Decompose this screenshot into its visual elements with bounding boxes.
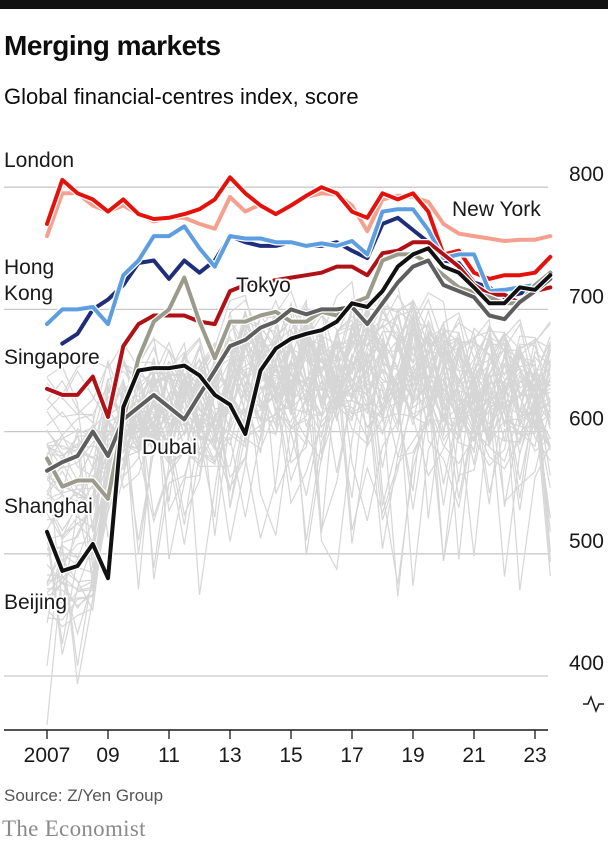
x-tick-label-15: 15 [279,744,302,767]
background-line [46,332,551,560]
series-line-london [45,175,553,281]
x-tick-label-23: 23 [523,744,546,767]
y-tick-labels: 400 500 600 700 800 [569,163,604,714]
series-label-dubai: Dubai [142,436,197,459]
background-line [46,317,551,519]
y-tick-label-600: 600 [569,408,604,431]
series-label-london: London [4,149,74,172]
chart-subtitle: Global financial-centres index, score [4,84,359,109]
y-tick-label-800: 800 [569,163,604,186]
x-tick-label-09: 09 [96,744,119,767]
top-bar [0,0,608,9]
series-line-singapore [45,207,553,327]
x-tick-label-11: 11 [158,744,180,767]
axis-break-icon [583,694,604,714]
x-axis: 2007 09 11 13 15 17 19 21 23 [4,729,548,767]
line-chart: 400 500 600 700 800 New York London Hong Kong Si… [2,147,604,767]
background-line [46,298,551,554]
background-line [46,298,551,538]
x-tick-label-17: 17 [340,744,363,767]
x-tick-label-13: 13 [218,744,241,767]
series-label-shanghai: Shanghai [4,495,93,518]
x-tick-label-21: 21 [462,744,485,767]
x-tick-label-19: 19 [401,744,424,767]
background-line [46,320,551,613]
series-line-beijing [45,246,553,581]
background-line [46,291,551,655]
series-label-tokyo: Tokyo [236,274,291,297]
source-note: Source: Z/Yen Group [4,786,164,805]
x-tick-label-2007: 2007 [24,744,71,767]
series-label-singapore: Singapore [4,346,100,369]
series-label-hong-kong: Hong Kong [4,256,54,305]
series-halo [44,205,553,328]
series-label-new-york: New York [452,198,541,221]
publisher-logo: The Economist [2,816,146,841]
chart-title: Merging markets [4,30,221,61]
y-tick-label-700: 700 [569,285,604,308]
highlighted-series [43,174,553,582]
background-line [46,308,551,485]
series-labels: New York London Hong Kong Singapore Tokyo Shan… [2,147,543,616]
y-tick-label-400: 400 [569,652,604,675]
series-line-dubai [45,258,553,473]
y-tick-label-500: 500 [569,530,604,553]
background-line [46,311,551,725]
series-label-beijing: Beijing [4,591,67,614]
